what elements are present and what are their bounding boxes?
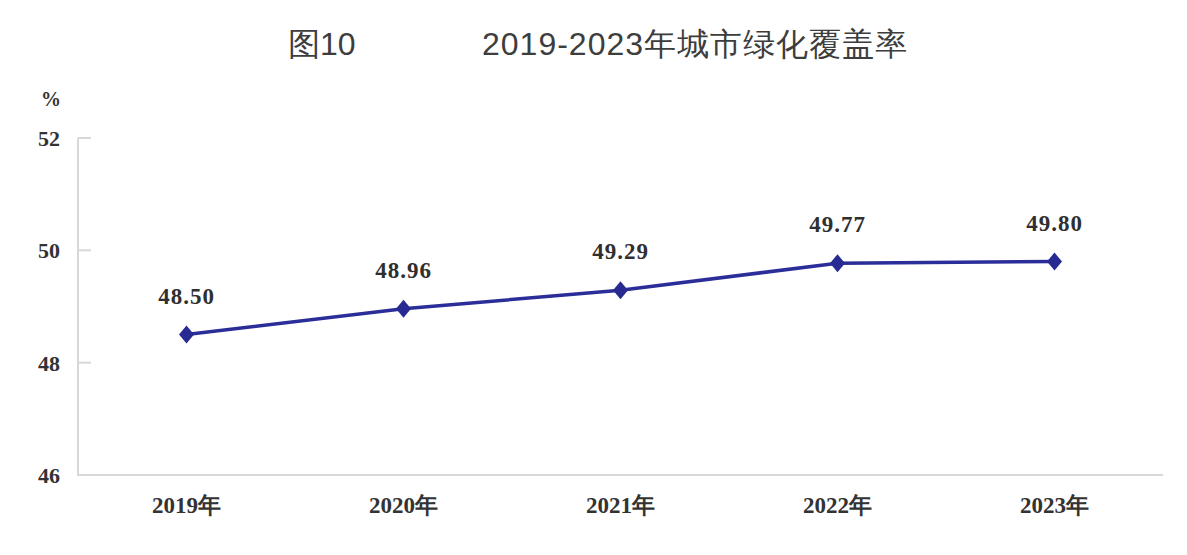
y-axis-unit-label: %	[41, 88, 61, 110]
figure-number-label: 图10	[288, 23, 356, 67]
data-point-marker	[179, 326, 194, 344]
y-tick-label: 48	[38, 351, 60, 376]
chart-figure: 图10 2019-2023年城市绿化覆盖率 46 48 50 52% 2019年 2020…	[0, 0, 1187, 555]
data-point-marker	[1047, 253, 1062, 271]
data-point-label: 48.50	[158, 284, 215, 309]
data-point-label: 49.29	[592, 239, 649, 264]
data-point-label: 48.96	[375, 258, 432, 283]
y-tick-label: 52	[38, 126, 60, 151]
x-category-label: 2021年	[586, 493, 655, 518]
x-category-label: 2019年	[152, 493, 221, 518]
figure-title: 2019-2023年城市绿化覆盖率	[482, 23, 908, 67]
y-tick-label: 46	[38, 463, 60, 488]
x-category-label: 2023年	[1020, 493, 1089, 518]
data-point-marker	[830, 254, 845, 272]
x-category-label: 2022年	[803, 493, 872, 518]
data-point-label: 49.80	[1026, 211, 1083, 236]
line-chart: 46 48 50 52% 2019年 2020年 2021年 2022年 2023年 48.50 4…	[0, 0, 1187, 555]
data-point-label: 49.77	[809, 212, 866, 237]
data-point-marker	[613, 281, 628, 299]
data-point-marker	[396, 300, 411, 318]
y-tick-label: 50	[38, 238, 60, 263]
x-category-label: 2020年	[369, 493, 438, 518]
